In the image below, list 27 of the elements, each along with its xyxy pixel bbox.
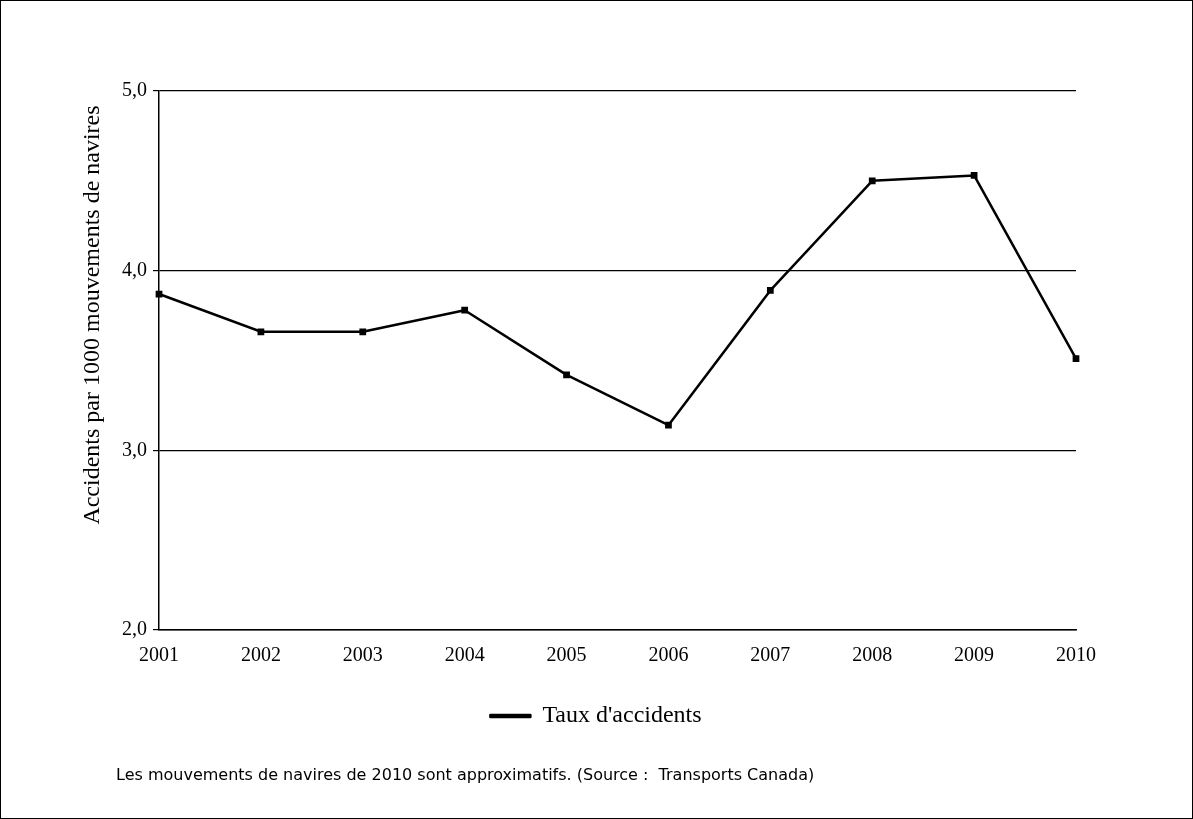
- x-tick-label: 2001: [139, 643, 179, 666]
- x-tick-label: 2010: [1056, 643, 1096, 666]
- y-tick-label: 4,0: [122, 257, 147, 280]
- y-tick-label: 3,0: [122, 437, 147, 460]
- point: [155, 290, 163, 298]
- point: [461, 306, 469, 314]
- x-tick-label: 2008: [852, 643, 893, 666]
- x-tick-label: 2009: [954, 643, 995, 666]
- point: [1072, 355, 1080, 363]
- x-tick-label: 2006: [648, 643, 689, 666]
- legend-label: Taux d'accidents: [542, 701, 702, 728]
- point: [563, 371, 570, 379]
- y-axis-title: Accidents par 1000 mouvements de navires: [77, 105, 105, 525]
- point: [868, 177, 876, 185]
- text: Les mouvements de navires de 2010 sont approximatifs. (Source : Transports Canada): [116, 765, 815, 785]
- x-tick-label: 2003: [342, 643, 383, 666]
- y-tick-label: 5,0: [122, 78, 147, 101]
- point: [257, 328, 265, 336]
- x-tick-label: 2005: [546, 643, 587, 666]
- x-tick-label: 2007: [750, 643, 791, 666]
- point: [665, 421, 672, 429]
- x-tick-label: 2002: [240, 643, 281, 666]
- point: [766, 287, 774, 294]
- x-tick-label: 2004: [444, 643, 485, 666]
- y-tick-label: 2,0: [122, 617, 147, 640]
- point: [359, 328, 367, 336]
- point: [970, 172, 978, 179]
